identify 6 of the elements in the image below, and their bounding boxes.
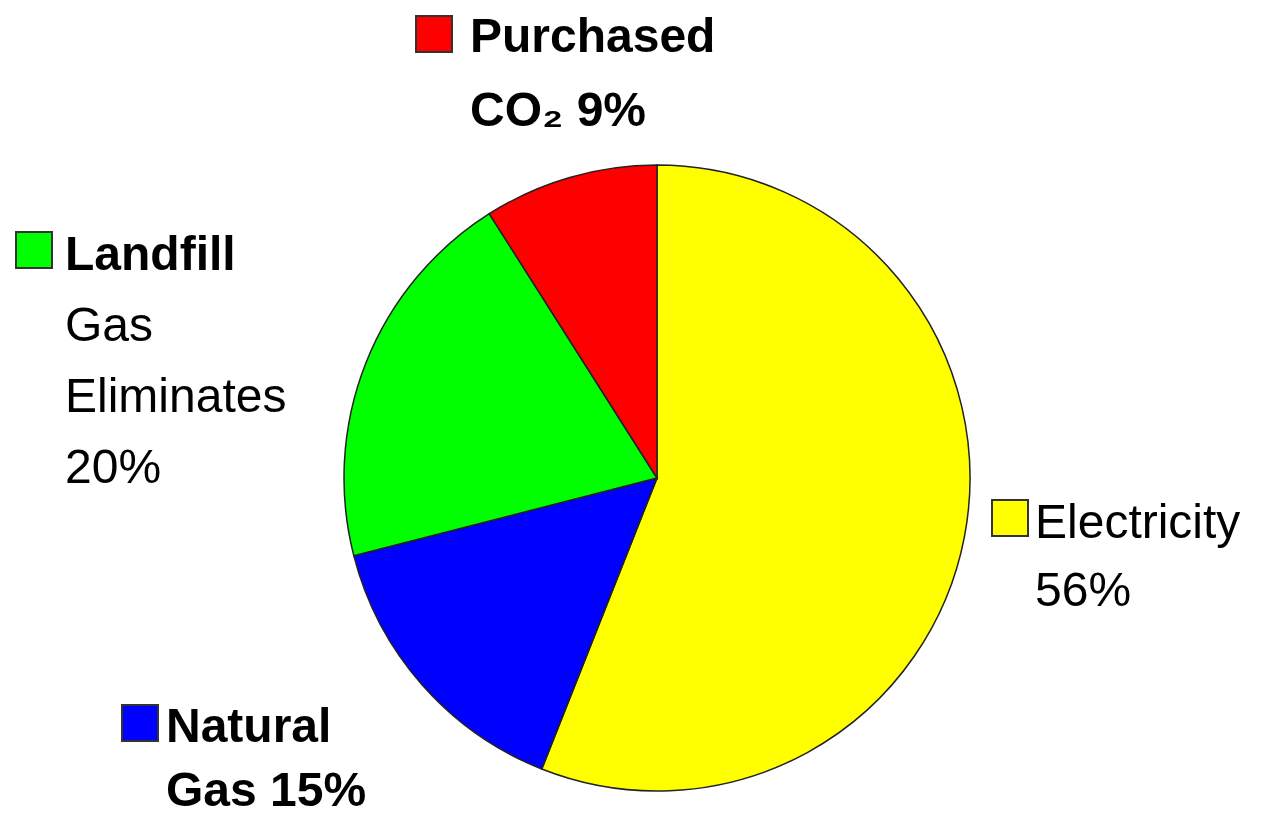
data-label: 56% xyxy=(1035,563,1132,616)
legend-label: Electricity xyxy=(1035,495,1241,548)
data-label: 20% xyxy=(65,440,162,493)
legend-label: Landfill Gas Eliminates xyxy=(65,227,287,422)
legend-label: Natural Gas 15% xyxy=(166,699,367,815)
legend-label: Purchased CO₂ 9% xyxy=(470,9,716,136)
